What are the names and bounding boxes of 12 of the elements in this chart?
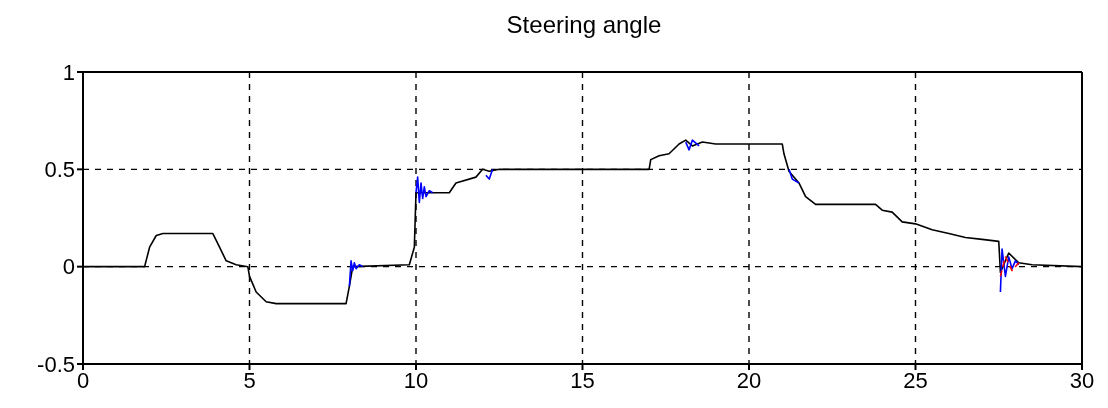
y-tick-label: 1 xyxy=(62,59,75,85)
y-tick-label: 0 xyxy=(62,254,75,280)
chart-title: Steering angle xyxy=(505,10,663,40)
line-series xyxy=(999,256,1020,278)
x-tick-label: 10 xyxy=(403,367,429,393)
y-tick-label: -0.5 xyxy=(37,351,75,377)
y-tick-label: 0.5 xyxy=(44,157,75,183)
x-tick-label: 20 xyxy=(736,367,762,393)
x-tick-label: 25 xyxy=(903,367,928,393)
x-tick-label: 30 xyxy=(1069,367,1095,393)
x-tick-label: 5 xyxy=(243,367,256,393)
x-tick-label: 15 xyxy=(570,367,595,393)
